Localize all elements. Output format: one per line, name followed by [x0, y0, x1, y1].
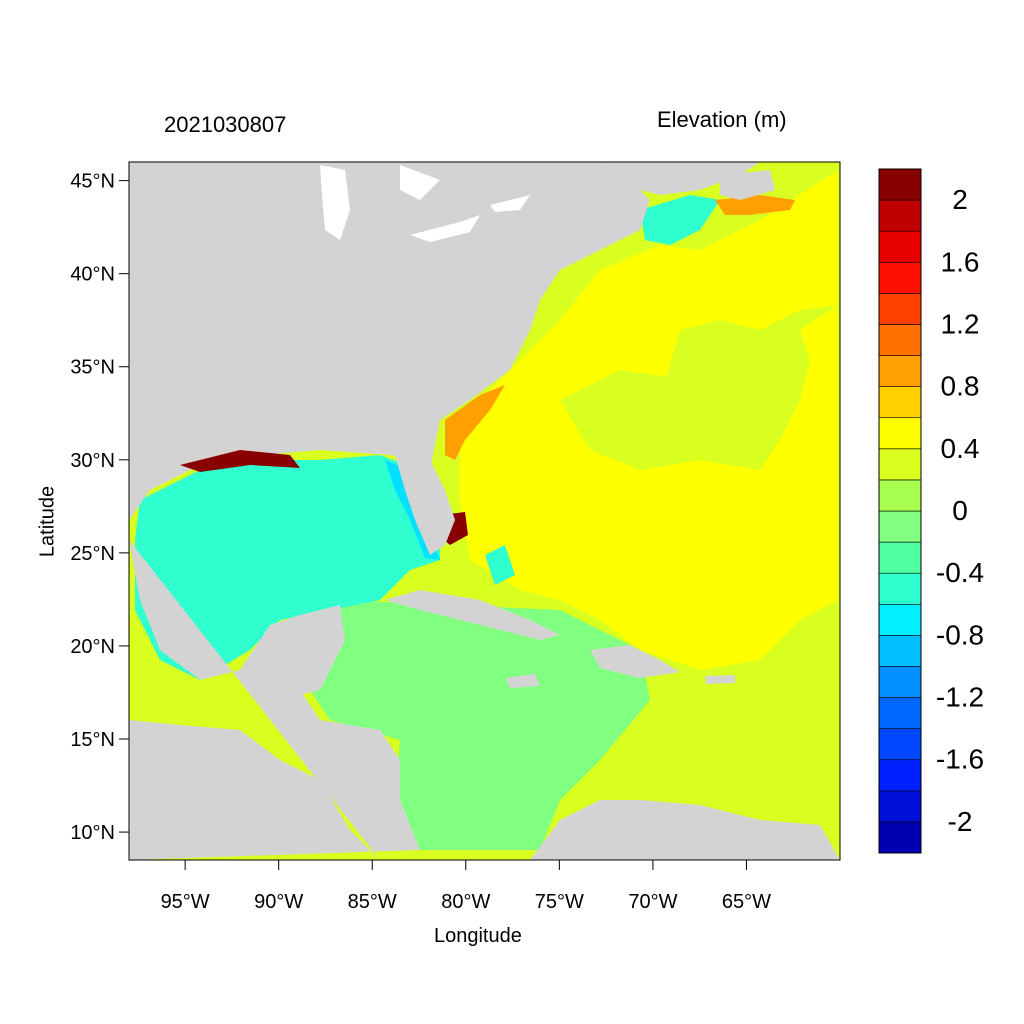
- colorbar-swatch: [878, 324, 922, 356]
- y-tick-label: 40°N: [70, 264, 115, 286]
- colorbar-label: 1.2: [941, 308, 980, 339]
- colorbar-frame: [878, 168, 922, 854]
- colorbar-label: -1.6: [936, 744, 984, 775]
- y-tick-label: 35°N: [70, 357, 115, 379]
- colorbar-label: -1.2: [936, 682, 984, 713]
- land-jamaica: [505, 674, 540, 688]
- colorbar-swatch: [878, 168, 922, 201]
- caribbean-sea: [310, 600, 650, 850]
- land-canada-maritime: [600, 162, 760, 195]
- colorbar-swatch: [878, 821, 922, 854]
- colorbar-swatch: [878, 261, 922, 294]
- colorbar-label: -2: [948, 806, 973, 837]
- plot-frame: [128, 161, 841, 861]
- colorbar-swatch: [878, 417, 922, 450]
- land-cuba: [385, 590, 560, 640]
- y-tick-label: 30°N: [70, 450, 115, 472]
- x-tick-label: 80°W: [441, 891, 490, 913]
- colorbar-label: 0.8: [941, 371, 980, 402]
- nova-scotia-anomaly: [715, 195, 795, 215]
- bahamas-anomaly: [485, 545, 515, 585]
- colorbar-label: 0: [952, 495, 968, 526]
- land-south-america: [530, 800, 840, 860]
- gulf-of-maine: [640, 195, 720, 245]
- y-tick-label: 25°N: [70, 543, 115, 565]
- southeast-coast-anomaly: [445, 385, 505, 460]
- colorbar-swatch: [878, 666, 922, 698]
- lake-michigan: [320, 165, 350, 240]
- land-puerto-rico: [705, 675, 735, 684]
- colorbar-swatch: [878, 541, 922, 574]
- map-area: [129, 162, 840, 860]
- x-tick-label: 70°W: [628, 891, 677, 913]
- y-tick-label: 10°N: [70, 822, 115, 844]
- colorbar-swatch: [878, 759, 922, 792]
- y-tick-label: 45°N: [70, 171, 115, 193]
- colorbar: 2 1.6 1.2 0.8 0.4 0 -0.4 -0.8 -1.2 -1.6 -2: [878, 168, 984, 854]
- colorbar-swatch: [878, 293, 922, 325]
- x-tick-label: 95°W: [161, 891, 210, 913]
- timestamp-label: 2021030807: [164, 112, 287, 137]
- y-tick-label: 15°N: [70, 729, 115, 751]
- colorbar-label: -0.8: [936, 619, 984, 650]
- land-yucatan: [270, 605, 345, 695]
- atlantic-pocket: [560, 370, 720, 470]
- x-tick-label: 65°W: [722, 891, 771, 913]
- lake-ontario: [490, 195, 530, 212]
- colorbar-swatch: [878, 230, 922, 263]
- x-tick-label: 75°W: [535, 891, 584, 913]
- gulf-of-mexico: [135, 455, 440, 680]
- colorbar-label: 0.4: [941, 433, 980, 464]
- colorbar-swatch: [878, 790, 922, 823]
- lake-erie: [410, 215, 480, 242]
- colorbar-swatch: [878, 635, 922, 667]
- colorbar-swatch: [878, 479, 922, 512]
- colorbar-swatch: [878, 572, 922, 605]
- colorbar-swatch: [878, 386, 922, 419]
- y-tick-label: 20°N: [70, 636, 115, 658]
- colorbar-swatch: [878, 728, 922, 761]
- variable-label: Elevation (m): [657, 107, 787, 132]
- land-north-america: [129, 162, 650, 520]
- colorbar-label: 2: [952, 184, 968, 215]
- x-ticks: 95°W 90°W 85°W 80°W 75°W 70°W 65°W: [161, 860, 771, 913]
- land-nova-scotia: [720, 170, 775, 200]
- colorbar-swatch: [878, 697, 922, 729]
- colorbar-swatch: [878, 448, 922, 481]
- x-axis-label: Longitude: [434, 925, 522, 947]
- gulf-coast-anomaly: [180, 450, 300, 472]
- colorbar-swatch: [878, 510, 922, 543]
- colorbar-label: 1.6: [941, 246, 980, 277]
- x-tick-label: 85°W: [348, 891, 397, 913]
- colorbar-label: -0.4: [936, 557, 984, 588]
- land-central-america: [129, 540, 420, 860]
- land-florida: [395, 455, 455, 555]
- colorbar-swatch: [878, 355, 922, 387]
- land-hispaniola: [590, 645, 680, 678]
- colorbar-swatch: [878, 603, 922, 636]
- x-tick-label: 90°W: [254, 891, 303, 913]
- y-ticks: 45°N 40°N 35°N 30°N 25°N 20°N 15°N 10°N: [70, 171, 129, 844]
- colorbar-swatch: [878, 199, 922, 232]
- lake-huron: [400, 165, 440, 200]
